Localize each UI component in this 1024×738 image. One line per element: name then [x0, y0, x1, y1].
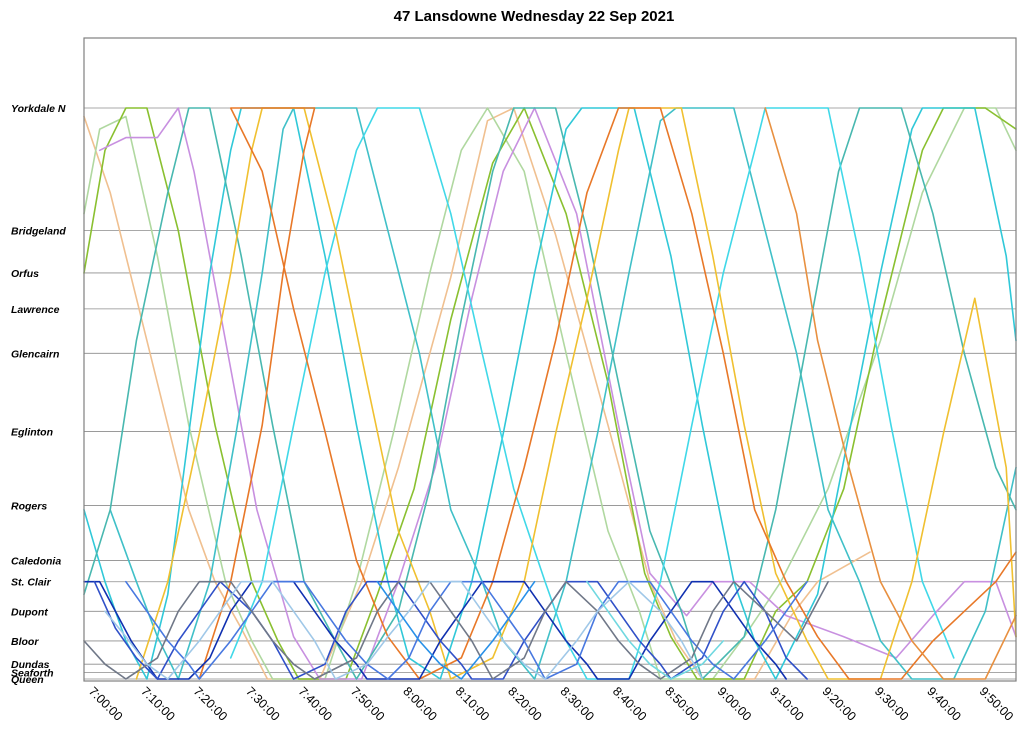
vehicle-trace [93, 580, 808, 680]
stop-label: Yorkdale N [11, 103, 66, 115]
stop-label: Eglinton [11, 427, 53, 439]
time-tick-label: 7:50:00 [348, 684, 387, 723]
time-tick-label: 8:20:00 [505, 684, 544, 723]
stop-label: St. Clair [11, 577, 52, 589]
vehicle-trace [198, 107, 1017, 680]
stop-labels: Yorkdale N Bridgeland Orfus Lawrence Glencai… [11, 103, 66, 686]
stop-label: Bridgeland [11, 226, 66, 238]
vehicle-trace [376, 580, 536, 680]
time-tick-label: 7:40:00 [295, 684, 334, 723]
vehicle-trace [104, 580, 704, 680]
vehicle-trace [83, 107, 1017, 680]
time-tick-label: 9:00:00 [715, 684, 754, 723]
time-tick-label: 8:10:00 [453, 684, 492, 723]
time-tick-label: 9:50:00 [977, 684, 1016, 723]
vehicle-trace [229, 107, 955, 680]
stop-label: Bloor [11, 636, 39, 648]
time-axis-labels: 7:00:00 7:10:00 7:20:00 7:30:00 7:40:00 7:50:… [86, 684, 1016, 723]
time-tick-label: 8:00:00 [400, 684, 439, 723]
stop-label: Orfus [11, 268, 39, 280]
time-tick-label: 7:10:00 [138, 684, 177, 723]
time-tick-label: 8:50:00 [662, 684, 701, 723]
time-tick-label: 9:10:00 [767, 684, 806, 723]
vehicle-trace [83, 107, 1017, 680]
stop-label: Queen [11, 674, 44, 686]
stop-label: Rogers [11, 501, 47, 513]
time-tick-label: 7:30:00 [243, 684, 282, 723]
vehicle-trace [83, 580, 829, 680]
chart-title: 47 Lansdowne Wednesday 22 Sep 2021 [394, 8, 675, 25]
stop-label: Glencairn [11, 348, 59, 360]
plot-frame [83, 37, 1017, 682]
time-tick-label: 8:30:00 [557, 684, 596, 723]
vehicle-trace [135, 107, 1017, 680]
vehicle-trace [586, 580, 725, 680]
time-tick-label: 9:30:00 [872, 684, 911, 723]
stop-label: Dupont [11, 606, 48, 618]
stop-label: Caledonia [11, 556, 61, 568]
time-tick-label: 8:40:00 [610, 684, 649, 723]
time-tick-label: 7:00:00 [86, 684, 125, 723]
time-tick-label: 9:20:00 [819, 684, 858, 723]
vehicle-trace [109, 107, 1017, 680]
vehicle-trace [764, 107, 1017, 680]
vehicle-trace [98, 107, 1017, 680]
time-tick-label: 7:20:00 [191, 684, 230, 723]
stop-label: Seaforth [11, 668, 54, 680]
stop-label: Lawrence [11, 304, 60, 316]
time-tick-label: 9:40:00 [924, 684, 963, 723]
vehicle-traces [83, 107, 1017, 680]
stop-label: Dundas [11, 659, 50, 671]
